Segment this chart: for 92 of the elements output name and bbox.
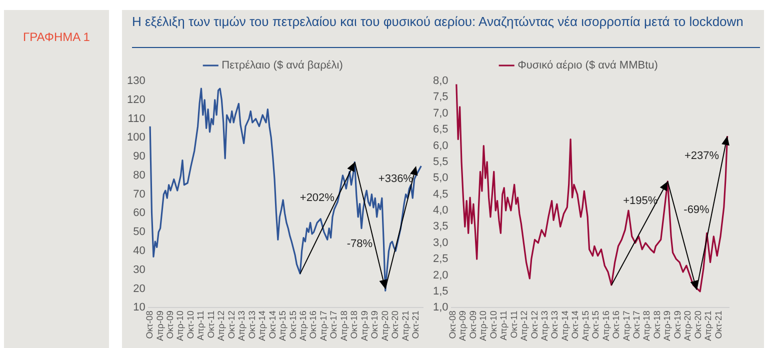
y-tick-label: 20 — [133, 282, 146, 295]
y-tick-label: 6,0 — [432, 140, 448, 152]
x-tick-label: Απρ-20 — [682, 310, 693, 342]
x-tick-label: Οκτ-08 — [447, 310, 458, 339]
x-tick-label: Οκτ-20 — [692, 310, 703, 339]
legend-label: Φυσικό αέριο ($ ανά MMBtu) — [518, 60, 658, 72]
x-tick-label: Απρ-19 — [359, 310, 370, 342]
y-tick-label: 3,5 — [432, 220, 448, 233]
y-tick-label: 7,5 — [432, 91, 448, 104]
x-tick-label: Απρ-19 — [662, 310, 672, 342]
x-tick-label: Απρ-09 — [458, 310, 468, 342]
x-tick-label: Οκτ-13 — [246, 310, 257, 339]
y-tick-label: 10 — [133, 302, 146, 314]
y-tick-label: 3,0 — [432, 236, 448, 249]
y-tick-label: 1,5 — [432, 286, 448, 298]
x-tick-label: Απρ-12 — [519, 310, 530, 342]
y-tick-label: 1,0 — [432, 302, 448, 314]
annotation: +202% — [298, 191, 336, 206]
x-tick-label: Απρ-17 — [318, 310, 328, 342]
x-tick-label: Απρ-10 — [478, 310, 488, 342]
y-tick-label: 6,5 — [432, 124, 448, 136]
y-tick-label: 40 — [133, 245, 146, 258]
x-tick-label: Οκτ-09 — [468, 310, 478, 339]
x-tick-label: Οκτ-09 — [165, 310, 176, 339]
x-tick-label: Οκτ-16 — [308, 310, 318, 339]
x-tick-label: Οκτ-12 — [529, 310, 540, 339]
x-tick-label: Απρ-14 — [257, 310, 268, 342]
y-tick-label: 7,0 — [432, 107, 448, 120]
annotation: -78% — [346, 236, 374, 250]
x-tick-label: Απρ-10 — [175, 310, 186, 342]
y-tick-label: 120 — [126, 94, 146, 106]
x-tick-label: Οκτ-15 — [288, 310, 298, 339]
x-tick-label: Οκτ-12 — [226, 310, 236, 339]
x-tick-label: Οκτ-20 — [390, 310, 400, 339]
y-tick-label: 50 — [133, 226, 146, 238]
x-tick-label: Απρ-21 — [703, 310, 714, 342]
y-tick-label: 5,5 — [432, 156, 448, 168]
y-tick-label: 4,0 — [432, 204, 448, 217]
x-tick-label: Απρ-11 — [196, 310, 206, 340]
x-tick-label: Απρ-21 — [400, 310, 410, 342]
y-tick-label: 8,0 — [432, 75, 448, 88]
x-tick-label: Απρ-12 — [216, 310, 226, 342]
x-tick-label: Απρ-15 — [278, 310, 288, 342]
y-tick-label: 2,0 — [432, 269, 448, 282]
x-tick-label: Οκτ-18 — [349, 310, 360, 339]
x-tick-label: Οκτ-17 — [631, 310, 642, 339]
annotation: -69% — [682, 203, 710, 218]
x-tick-label: Οκτ-08 — [144, 310, 155, 339]
x-tick-label: Οκτ-10 — [185, 310, 196, 339]
annotation: +336% — [377, 172, 414, 186]
x-tick-label: Απρ-11 — [498, 310, 509, 340]
x-tick-label: Απρ-13 — [236, 310, 247, 342]
y-tick-label: 100 — [126, 132, 146, 144]
x-tick-label: Απρ-14 — [560, 310, 570, 342]
x-tick-label: Οκτ-21 — [713, 310, 724, 339]
y-tick-label: 70 — [133, 188, 146, 200]
x-tick-label: Οκτ-21 — [410, 310, 421, 339]
x-tick-label: Απρ-17 — [621, 310, 632, 342]
x-tick-label: Οκτ-10 — [488, 310, 498, 339]
y-tick-label: 30 — [133, 264, 146, 276]
x-tick-label: Οκτ-19 — [370, 310, 380, 339]
y-tick-label: 80 — [133, 169, 146, 182]
x-tick-label: Οκτ-14 — [570, 310, 580, 339]
y-tick-label: 60 — [133, 207, 146, 220]
x-tick-label: Απρ-13 — [539, 310, 550, 342]
y-tick-label: 130 — [126, 75, 146, 88]
x-tick-label: Απρ-18 — [642, 310, 652, 342]
x-tick-label: Απρ-15 — [580, 310, 590, 342]
y-tick-label: 4,5 — [432, 188, 448, 200]
x-tick-label: Απρ-16 — [600, 310, 611, 342]
y-tick-label: 90 — [133, 150, 146, 163]
chart-title: Η εξέλιξη των τιμών του πετρελαίου και του φυσικού αερίου: Αναζητώντας νέα ισορροπία μετά το lockdown — [132, 14, 744, 30]
x-tick-label: Απρ-18 — [338, 310, 349, 342]
x-tick-label: Οκτ-19 — [672, 310, 682, 339]
x-tick-label: Οκτ-13 — [550, 310, 560, 339]
text: ΓΡΑΦΗΜΑ 1 — [22, 30, 91, 44]
y-tick-label: 2,5 — [432, 253, 448, 266]
x-tick-label: Οκτ-15 — [590, 310, 601, 339]
x-tick-label: Οκτ-14 — [267, 310, 278, 339]
y-tick-label: 5,0 — [432, 172, 448, 184]
annotation: +237% — [684, 148, 720, 163]
x-tick-label: Οκτ-16 — [611, 310, 622, 339]
x-tick-label: Οκτ-11 — [206, 310, 216, 338]
y-tick-label: 110 — [128, 112, 146, 125]
x-tick-label: Απρ-16 — [298, 310, 308, 342]
x-tick-label: Οκτ-11 — [508, 310, 519, 338]
x-tick-label: Απρ-09 — [154, 310, 165, 342]
legend-label: Πετρέλαιο ($ ανά βαρέλι) — [222, 60, 343, 72]
x-tick-label: Οκτ-17 — [328, 310, 339, 339]
x-tick-label: Απρ-20 — [380, 310, 390, 342]
x-tick-label: Οκτ-18 — [652, 310, 662, 339]
annotation: +195% — [622, 194, 659, 208]
